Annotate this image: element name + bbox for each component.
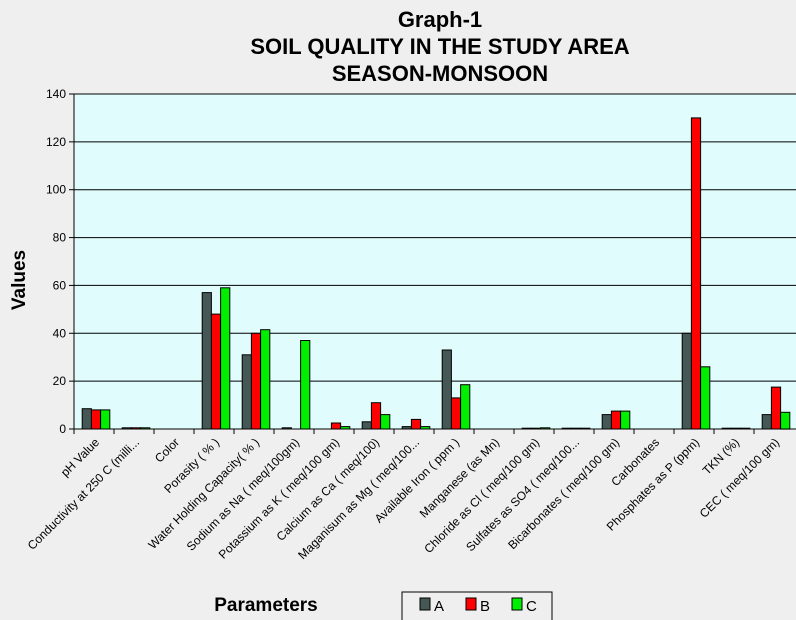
bar-b — [450, 397, 462, 430]
bar-a — [601, 414, 612, 430]
bar-c — [380, 414, 391, 430]
legend-swatch-b — [465, 597, 477, 611]
legend-label-b: B — [480, 598, 490, 615]
bar-a — [201, 292, 212, 430]
bar-b — [610, 410, 622, 430]
bar-a — [241, 354, 252, 430]
y-tick-label: 0 — [59, 422, 66, 436]
bar-b — [250, 332, 262, 430]
bar-b — [410, 418, 422, 430]
bar-c — [300, 340, 311, 430]
bar-b — [370, 402, 382, 430]
bar-b — [210, 313, 222, 430]
y-tick-label: 80 — [53, 231, 67, 245]
y-tick-label: 100 — [46, 183, 66, 197]
bar-c — [780, 411, 791, 430]
bar-c — [700, 366, 711, 430]
bar-a — [81, 408, 92, 430]
bar-a — [761, 414, 772, 430]
chart-title-line-3: SEASON-MONSOON — [331, 61, 549, 86]
bar-c — [100, 409, 111, 430]
chart-title: Graph-1 SOIL QUALITY IN THE STUDY AREA S… — [0, 6, 796, 87]
bar-a — [681, 332, 692, 430]
legend-label-c: C — [526, 598, 537, 615]
chart-title-line-2: SOIL QUALITY IN THE STUDY AREA — [250, 34, 630, 59]
x-tick-label: CEC ( meq/100 gm) — [697, 435, 782, 520]
bar-series — [81, 117, 791, 430]
y-tick-label: 120 — [46, 135, 66, 149]
bar-b — [330, 422, 342, 430]
bar-c — [220, 287, 231, 430]
plot-background — [74, 94, 796, 429]
bar-b — [90, 409, 102, 430]
y-axis-title: Values — [9, 250, 30, 310]
legend-swatch-a — [419, 597, 431, 611]
y-tick-label: 20 — [53, 374, 67, 388]
legend-label-a: A — [434, 598, 444, 615]
x-tick-label: Color — [152, 435, 182, 465]
bar-c — [460, 384, 471, 430]
y-axis: 0 20 40 60 80 100 120 140 — [46, 87, 75, 436]
y-tick-label: 60 — [53, 278, 67, 292]
bar-b — [770, 386, 782, 430]
bar-a — [361, 421, 372, 430]
bar-c — [260, 329, 271, 430]
chart-title-line-1: Graph-1 — [397, 7, 483, 32]
legend-swatch-c — [511, 597, 523, 611]
y-tick-label: 40 — [53, 326, 67, 340]
bar-b — [690, 117, 702, 430]
bar-a — [441, 349, 452, 430]
legend: A B C — [401, 591, 553, 620]
y-tick-label: 140 — [46, 87, 66, 101]
bar-c — [620, 410, 631, 430]
x-axis-title: Parameters — [214, 595, 318, 616]
plot-area — [74, 93, 796, 429]
